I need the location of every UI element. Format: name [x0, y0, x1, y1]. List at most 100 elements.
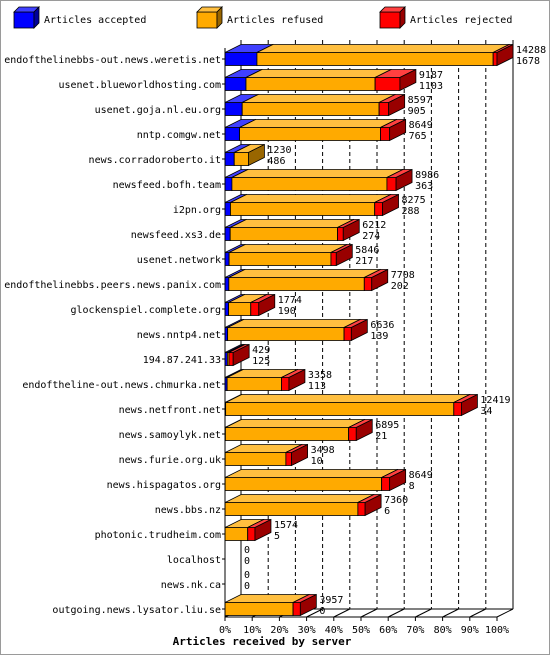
floor-gridline — [496, 608, 514, 618]
value-label-accepted: 0 — [244, 581, 250, 592]
bar-refused-front — [226, 377, 282, 391]
value-label-accepted: 905 — [408, 106, 426, 117]
legend-swatch — [196, 11, 218, 29]
bar-refused-top — [231, 169, 404, 178]
category-label: endofthelinebbs.peers.news.panix.com — [4, 280, 221, 291]
value-label-total: 8649 — [409, 120, 433, 131]
bar-rejected-front — [330, 252, 337, 266]
x-tick-label: 50% — [352, 625, 370, 636]
legend-label: Articles accepted — [44, 15, 146, 26]
value-label-total: 5846 — [355, 245, 379, 256]
value-label-accepted: 363 — [415, 181, 433, 192]
bar-rejected-front — [285, 452, 292, 466]
bar-rejected-front — [386, 177, 397, 191]
bar-refused-top — [239, 119, 397, 128]
bar-rejected — [381, 468, 407, 492]
floor-gridline — [333, 608, 351, 618]
value-label-total: 3358 — [308, 370, 332, 381]
value-label-accepted: 288 — [402, 206, 420, 217]
legend-swatch — [13, 11, 35, 29]
bar-refused — [230, 193, 392, 217]
value-label-accepted: 217 — [355, 256, 373, 267]
bar-refused — [241, 93, 396, 117]
bar-refused-front — [228, 252, 332, 266]
x-tick-label: 40% — [325, 625, 343, 636]
floor-gridline — [306, 608, 323, 618]
category-label: endofthelinebbs-out.news.weretis.net — [4, 55, 221, 66]
bar-rejected — [247, 518, 272, 542]
value-label-total: 7360 — [384, 495, 408, 506]
bar-rejected-side — [258, 293, 276, 317]
value-label-total: 3957 — [319, 595, 343, 606]
bar-accepted-front — [224, 252, 230, 266]
bar-rejected-front — [228, 352, 234, 366]
value-label-total: 12419 — [480, 395, 510, 406]
floor-gridline — [442, 608, 459, 618]
bar-refused-top — [245, 69, 392, 78]
legend-label: Articles rejected — [410, 15, 512, 26]
bar-refused — [224, 493, 375, 517]
category-label: photonic.trudheim.com — [95, 530, 221, 541]
bar-rejected-front — [247, 527, 256, 541]
bar-refused — [225, 393, 471, 417]
x-tick-label: 10% — [243, 625, 261, 636]
bar-rejected-side — [395, 168, 413, 192]
bar-refused-front — [228, 277, 365, 291]
bar-accepted-front — [224, 277, 230, 291]
bar-refused-top — [224, 494, 375, 503]
value-label-accepted: 6 — [384, 506, 390, 517]
bar-rejected-front — [374, 202, 383, 216]
bar-rejected-front — [292, 602, 301, 616]
bar-rejected-front — [453, 402, 462, 416]
value-label-total: 0 — [244, 570, 250, 581]
bar-refused-top — [225, 419, 365, 428]
bar-rejected — [292, 593, 317, 617]
value-label-accepted: 1103 — [419, 81, 443, 92]
bar-refused — [228, 243, 348, 267]
bar-rejected-side — [291, 443, 308, 467]
bar-refused — [229, 218, 354, 242]
x-tick-label: 0% — [219, 625, 231, 636]
bar-accepted-front — [224, 302, 230, 316]
bar-rejected — [250, 293, 276, 317]
category-label: 194.87.241.33 — [143, 355, 221, 366]
bar-rejected — [453, 393, 478, 417]
legend-item: Articles accepted — [13, 6, 146, 29]
bar-rejected-front — [492, 52, 498, 66]
category-label: news.corradoroberto.it — [89, 155, 221, 166]
bar-rejected-side — [254, 518, 272, 542]
bar-rejected-side — [371, 268, 389, 292]
category-label: outgoing.news.lysator.liu.se — [52, 605, 221, 616]
bar-rejected-side — [355, 418, 373, 442]
bar-refused-front — [224, 477, 383, 491]
bar-rejected — [285, 443, 308, 467]
legend-item: Articles rejected — [379, 6, 512, 29]
bar-rejected — [380, 118, 407, 142]
bar-rejected-side — [350, 318, 368, 342]
value-label-accepted: 139 — [370, 331, 388, 342]
bar-rejected-front — [374, 77, 401, 91]
value-label-accepted: 274 — [362, 231, 380, 242]
category-label: usenet.blueworldhosting.com — [58, 80, 221, 91]
bar-rejected — [343, 318, 368, 342]
value-label-total: 6212 — [362, 220, 386, 231]
bar-refused — [245, 68, 392, 92]
bar-rejected-front — [348, 427, 357, 441]
floor-gridline — [360, 608, 378, 618]
bar-refused-top — [227, 319, 361, 328]
bar-refused-front — [229, 227, 338, 241]
x-tick-label: 60% — [379, 625, 397, 636]
bar-refused — [228, 268, 381, 292]
bar-refused-top — [230, 194, 391, 203]
value-label-accepted: 113 — [308, 381, 326, 392]
value-label-accepted: 202 — [391, 281, 409, 292]
category-labels: endofthelinebbs-out.news.weretis.net usen… — [4, 55, 225, 616]
x-tick-label: 80% — [434, 625, 452, 636]
bar-refused-front — [239, 127, 381, 141]
legend-swatch-side — [33, 6, 40, 29]
value-label-accepted: 5 — [274, 531, 280, 542]
bar-refused-side — [248, 143, 265, 167]
value-label-accepted: 10 — [311, 456, 323, 467]
value-label-accepted: 765 — [409, 131, 427, 142]
